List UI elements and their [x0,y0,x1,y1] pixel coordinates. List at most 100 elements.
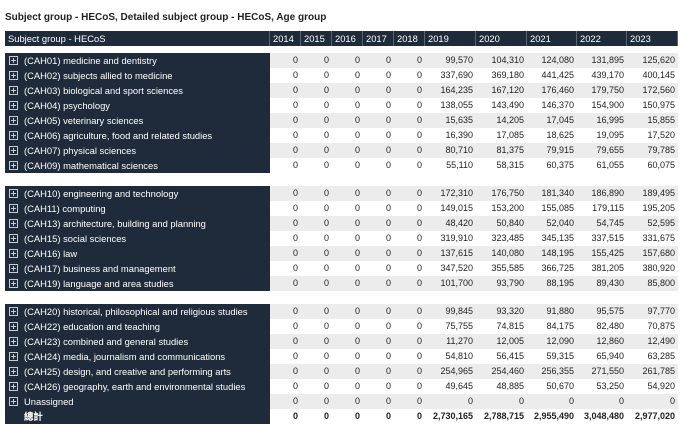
expand-icon[interactable] [9,367,18,376]
value-cell: 0 [270,216,301,231]
value-cell: 17,045 [527,113,577,128]
pivot-table: Subject group - HECoS 2014 2015 2016 2017 201… [5,31,680,424]
data-row: Unassigned 0 0 0 0 0 0 0 0 0 0 [5,394,680,409]
row-label: (CAH23) combined and general studies [5,334,270,349]
value-cell: 101,700 [425,276,476,291]
expand-icon[interactable] [9,234,18,243]
value-cell: 0 [270,334,301,349]
value-cell: 380,920 [642,263,675,273]
expand-icon[interactable] [9,131,18,140]
value-cell: 0 [363,186,394,201]
value-cell: 176,460 [527,83,577,98]
value-cell: 155,425 [577,246,627,261]
value-cell: 0 [385,321,391,331]
header-year: 2017 [363,31,394,46]
value-cell: 3,048,480 [583,411,624,421]
value-cell: 0 [301,143,332,158]
value-cell: 146,370 [541,100,574,110]
value-cell: 0 [301,364,332,379]
data-row: (CAH17) business and management 0 0 0 0 0 347,… [5,261,680,276]
value-cell: 355,585 [491,263,524,273]
value-cell: 143,490 [491,100,524,110]
header-year: 2018 [394,31,425,46]
row-label: (CAH11) computing [5,201,270,216]
value-cell: 0 [394,113,425,128]
expand-icon[interactable] [9,161,18,170]
value-cell: 11,270 [425,334,476,349]
expand-icon[interactable] [9,101,18,110]
expand-icon[interactable] [9,116,18,125]
expand-icon[interactable] [9,322,18,331]
value-cell: 48,885 [496,381,524,391]
expand-icon[interactable] [9,219,18,228]
expand-icon[interactable] [9,204,18,213]
value-cell: 337,515 [591,233,624,243]
expand-icon[interactable] [9,71,18,80]
value-cell: 0 [385,130,391,140]
row-label-text: (CAH19) language and area studies [24,278,174,289]
expand-icon[interactable] [9,397,18,406]
expand-icon[interactable] [9,249,18,258]
expand-icon[interactable] [9,86,18,95]
expand-icon[interactable] [9,337,18,346]
value-cell: 0 [332,304,363,319]
value-cell: 0 [354,160,360,170]
value-cell: 91,880 [527,304,577,319]
expand-icon[interactable] [9,189,18,198]
value-cell: 137,615 [425,246,476,261]
value-cell: 0 [323,160,329,170]
value-cell: 0 [627,394,678,409]
value-cell: 0 [416,203,422,213]
value-cell: 0 [292,130,298,140]
value-cell: 0 [363,334,394,349]
value-cell: 0 [354,203,360,213]
value-cell: 254,460 [476,364,527,379]
header-year: 2015 [301,31,332,46]
value-cell: 0 [270,113,301,128]
value-cell: 0 [332,394,363,409]
row-label: 總計 [5,409,270,424]
row-label: (CAH07) physical sciences [5,143,270,158]
row-label-text: (CAH01) medicine and dentistry [24,55,157,66]
value-cell: 167,120 [476,83,527,98]
expand-icon[interactable] [9,264,18,273]
row-label-text: Unassigned [24,396,74,407]
value-cell: 0 [527,394,577,409]
expand-icon[interactable] [9,352,18,361]
value-cell: 0 [323,233,329,243]
expand-icon[interactable] [9,146,18,155]
row-label: (CAH04) psychology [5,98,270,113]
data-row: (CAH09) mathematical sciences 0 0 0 0 0 55,110… [5,158,680,173]
value-cell: 176,750 [476,186,527,201]
expand-icon[interactable] [9,279,18,288]
value-cell: 0 [385,70,391,80]
value-cell: 85,800 [627,276,678,291]
value-cell: 337,690 [440,70,473,80]
header-year: 2019 [425,31,476,46]
value-cell: 0 [301,276,332,291]
value-cell: 99,845 [425,304,476,319]
value-cell: 0 [292,100,298,110]
expand-icon[interactable] [9,307,18,316]
value-cell: 0 [292,321,298,331]
header-year: 2021 [527,31,577,46]
value-cell: 179,115 [592,203,624,213]
value-cell: 0 [385,351,391,361]
expand-icon[interactable] [9,382,18,391]
value-cell: 12,005 [476,334,527,349]
row-label-text: (CAH03) biological and sport sciences [24,85,183,96]
expand-icon[interactable] [9,56,18,65]
value-cell: 15,635 [425,113,476,128]
value-cell: 0 [425,394,476,409]
value-cell: 157,680 [627,246,678,261]
value-cell: 0 [416,130,422,140]
value-cell: 0 [323,381,329,391]
value-cell: 12,090 [527,334,577,349]
value-cell: 0 [354,263,360,273]
value-cell: 148,195 [527,246,577,261]
value-cell: 0 [323,411,329,421]
value-cell: 0 [394,216,425,231]
value-cell: 17,520 [647,130,675,140]
value-cell: 0 [394,276,425,291]
